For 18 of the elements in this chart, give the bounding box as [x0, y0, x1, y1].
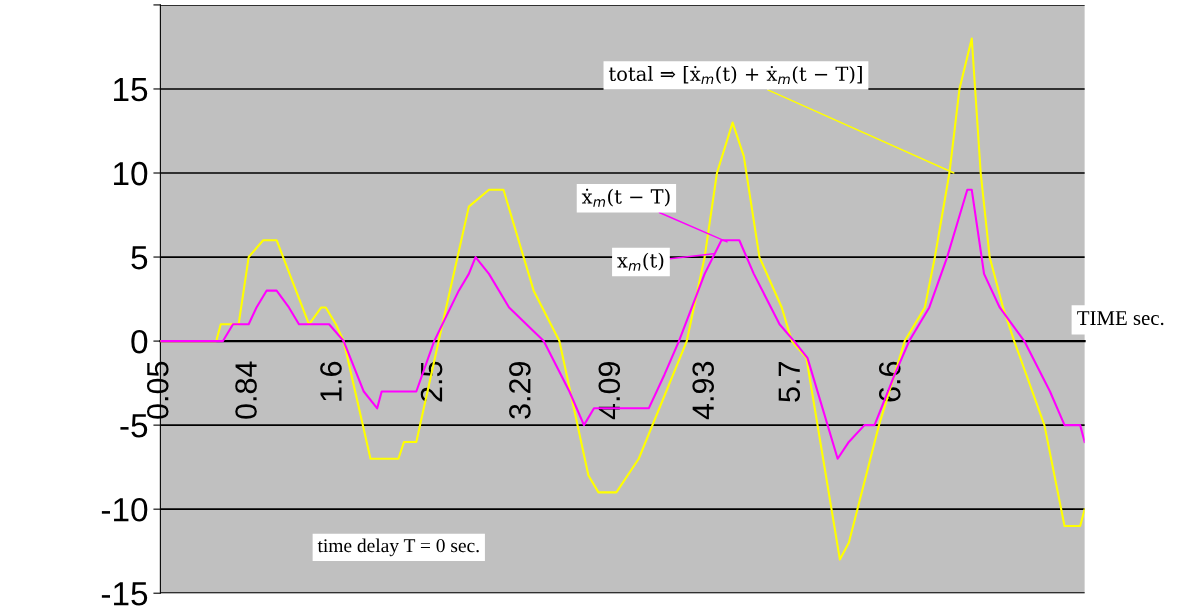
y-tick-label: 10 [114, 161, 148, 186]
y-tick-label: 5 [131, 246, 148, 270]
x-tick-label: 0.84 [235, 361, 257, 419]
annotation: time delay T = 0 sec. [317, 538, 479, 557]
y-tick-label: -15 [101, 582, 148, 606]
y-tick-label: 15 [114, 78, 148, 102]
annotation: x$_{m}$(t) [617, 252, 664, 271]
y-tick-label: 0 [131, 329, 148, 354]
x-axis-title: TIME sec. [1077, 311, 1164, 326]
x-tick-label: 0.05 [146, 361, 169, 419]
x-tick-label: 5.7 [778, 362, 801, 402]
annotation: total ⇒ [ẋ$_{m}$(t) + ẋ$_{m}$(t − T)] [608, 65, 862, 84]
x-tick-label: 1.6 [320, 361, 342, 401]
y-tick-label: -10 [101, 497, 148, 522]
annotation: ẋ$_{m}$(t − T) [581, 188, 670, 207]
y-tick-label: -5 [120, 414, 148, 438]
x-tick-label: 3.29 [509, 361, 531, 419]
x-tick-label: 4.93 [692, 361, 714, 420]
